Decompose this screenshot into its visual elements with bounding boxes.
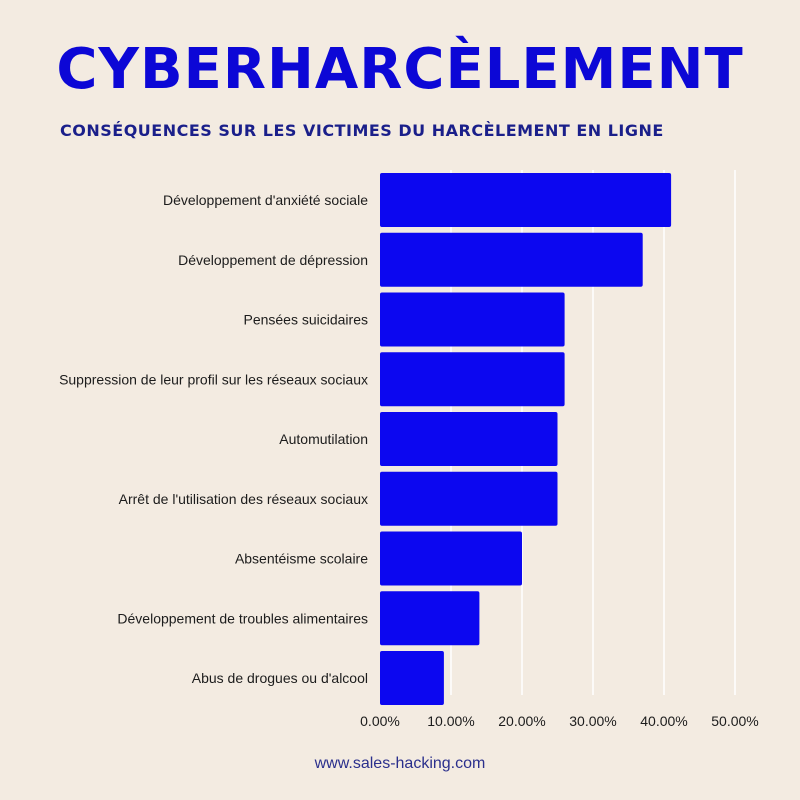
page-title: CYBERHARCÈLEMENT [56, 37, 744, 102]
bars [380, 173, 672, 705]
category-label: Suppression de leur profil sur les résea… [59, 371, 368, 387]
x-axis-ticks: 0.00% 10.00% 20.00% 30.00% 40.00% 50.00% [360, 713, 759, 729]
category-label: Développement d'anxiété sociale [163, 192, 368, 208]
bar [380, 412, 558, 466]
category-labels: Développement d'anxiété sociale Développe… [59, 192, 368, 686]
bar [380, 591, 480, 646]
x-tick-label: 0.00% [360, 713, 400, 729]
bar [380, 531, 522, 586]
bar-chart: Développement d'anxiété sociale Développe… [59, 170, 759, 729]
x-tick-label: 30.00% [569, 713, 616, 729]
bar [380, 651, 444, 705]
bar [380, 352, 565, 407]
x-tick-label: 40.00% [640, 713, 687, 729]
bar [380, 292, 565, 347]
category-label: Abus de drogues ou d'alcool [192, 670, 368, 686]
category-label: Développement de troubles alimentaires [117, 610, 368, 626]
source-url[interactable]: www.sales-hacking.com [314, 755, 486, 772]
bar [380, 471, 558, 526]
x-tick-label: 20.00% [498, 713, 545, 729]
category-label: Arrêt de l'utilisation des réseaux socia… [119, 491, 368, 507]
category-label: Absentéisme scolaire [235, 551, 368, 567]
bar [380, 173, 672, 227]
page-subtitle: CONSÉQUENCES SUR LES VICTIMES DU HARCÈLE… [60, 121, 664, 140]
x-tick-label: 10.00% [427, 713, 474, 729]
category-label: Développement de dépression [178, 252, 368, 268]
category-label: Automutilation [279, 431, 368, 447]
category-label: Pensées suicidaires [243, 312, 368, 328]
x-tick-label: 50.00% [711, 713, 758, 729]
bar [380, 232, 643, 287]
